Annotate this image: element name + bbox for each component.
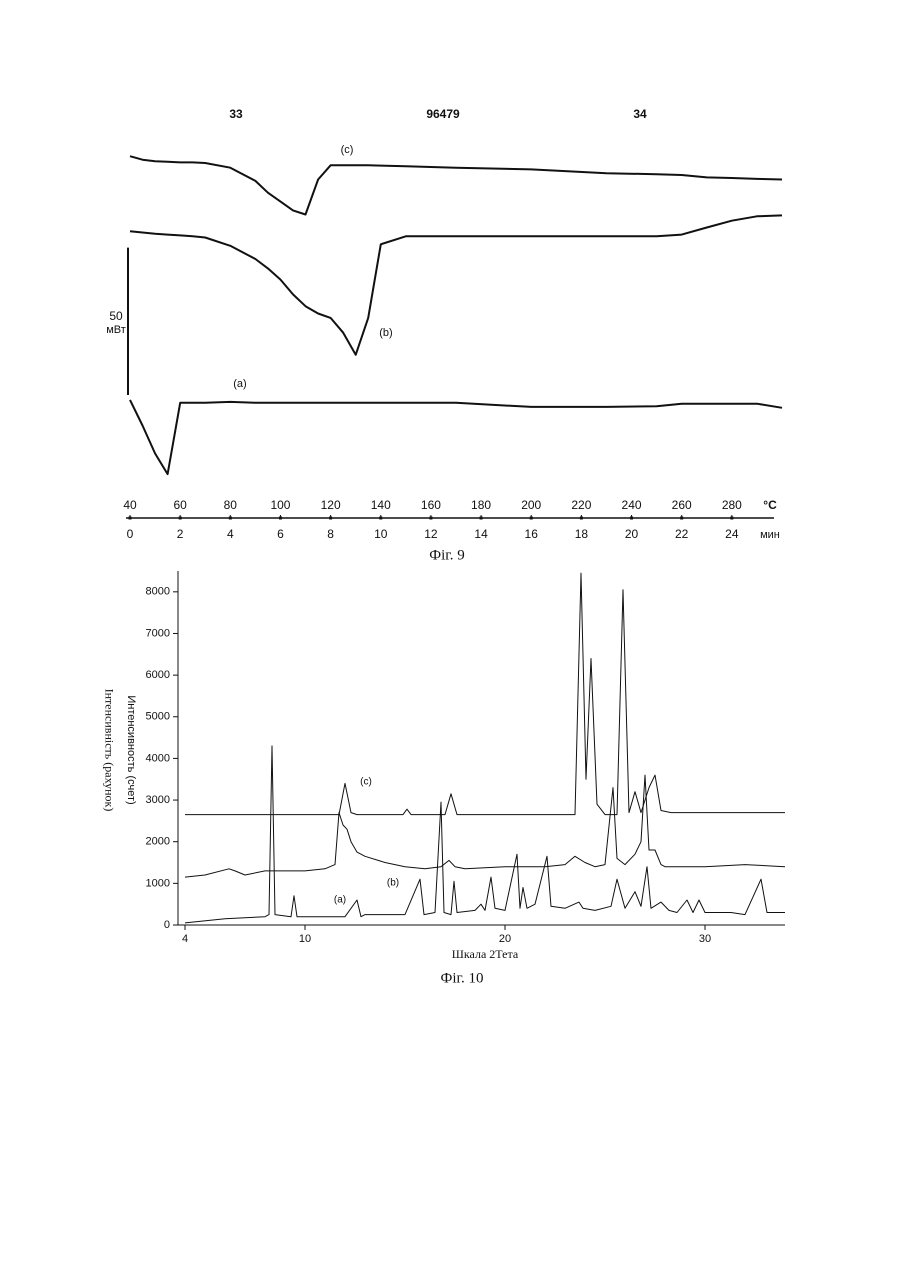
x2-tick-label: 20 (625, 527, 639, 541)
x-tick-label: 10 (299, 933, 311, 945)
series-label: (b) (379, 327, 392, 339)
y-tick-label: 0 (164, 919, 170, 931)
x-axis-label: °C (763, 498, 777, 512)
y-axis-label: Інтенсивність (рахунок) (102, 689, 116, 812)
y-tick-label: 5000 (146, 711, 170, 723)
x-tick-label: 20 (499, 933, 511, 945)
page: 33 96479 34 50мВт(a)(b)(c)40608010012014… (0, 0, 901, 1273)
x2-tick (530, 517, 533, 520)
series-line (185, 775, 785, 877)
x2-tick (580, 517, 583, 520)
x-tick-label: 80 (224, 498, 238, 512)
series-label: (a) (233, 378, 246, 390)
y-axis-label: Интенсивность (счет) (125, 695, 137, 804)
x2-tick (680, 517, 683, 520)
x2-tick-label: 10 (374, 527, 388, 541)
y-tick-label: 2000 (146, 836, 170, 848)
x2-tick (730, 517, 733, 520)
caption: Фіг. 9 (429, 547, 464, 563)
x2-tick-label: 4 (227, 527, 234, 541)
x2-tick (480, 517, 483, 520)
x2-axis-label: мин (760, 529, 780, 541)
series-line (130, 215, 782, 354)
x-tick-label: 60 (173, 498, 187, 512)
x-tick-label: 180 (471, 498, 491, 512)
x2-tick-label: 8 (327, 527, 334, 541)
patent-number: 96479 (426, 107, 460, 121)
series-label: (c) (341, 144, 354, 156)
y-tick-label: 4000 (146, 752, 170, 764)
x-tick-label: 220 (571, 498, 591, 512)
scale-bar-value: 50 (109, 309, 123, 323)
x2-tick (429, 517, 432, 520)
x2-tick (630, 517, 633, 520)
x-tick-label: 4 (182, 933, 188, 945)
x2-tick-label: 22 (675, 527, 689, 541)
series-line (130, 400, 782, 474)
series-label: (a) (334, 895, 346, 906)
y-tick-label: 8000 (146, 586, 170, 598)
x-tick-label: 260 (672, 498, 692, 512)
x2-tick-label: 12 (424, 527, 438, 541)
x-tick-label: 200 (521, 498, 541, 512)
y-tick-label: 7000 (146, 627, 170, 639)
scale-bar-unit: мВт (106, 324, 126, 336)
series-line (185, 746, 785, 923)
y-tick-label: 6000 (146, 669, 170, 681)
x-tick-label: 120 (321, 498, 341, 512)
x2-tick (229, 517, 232, 520)
x2-tick (279, 517, 282, 520)
x-tick-label: 100 (270, 498, 290, 512)
page-number-left: 33 (229, 107, 243, 121)
x2-tick-label: 18 (575, 527, 589, 541)
page-number-right: 34 (633, 107, 647, 121)
x2-tick (379, 517, 382, 520)
x2-tick-label: 2 (177, 527, 184, 541)
series-line (130, 156, 782, 214)
series-label: (c) (360, 777, 372, 788)
x2-tick (179, 517, 182, 520)
x-tick-label: 40 (123, 498, 137, 512)
series-line (185, 573, 785, 815)
x2-tick-label: 6 (277, 527, 284, 541)
x2-tick (329, 517, 332, 520)
x-axis-label: Шкала 2Тета (452, 947, 519, 961)
x-tick-label: 240 (622, 498, 642, 512)
caption: Фіг. 10 (441, 970, 484, 986)
x2-tick-label: 14 (474, 527, 488, 541)
x-tick-label: 280 (722, 498, 742, 512)
x-tick-label: 140 (371, 498, 391, 512)
x-tick-label: 30 (699, 933, 711, 945)
x2-tick-label: 24 (725, 527, 739, 541)
series-label: (b) (387, 878, 399, 889)
y-tick-label: 3000 (146, 794, 170, 806)
x2-tick-label: 0 (127, 527, 134, 541)
x2-tick-label: 16 (525, 527, 539, 541)
x2-tick (129, 517, 132, 520)
x-tick-label: 160 (421, 498, 441, 512)
y-tick-label: 1000 (146, 877, 170, 889)
